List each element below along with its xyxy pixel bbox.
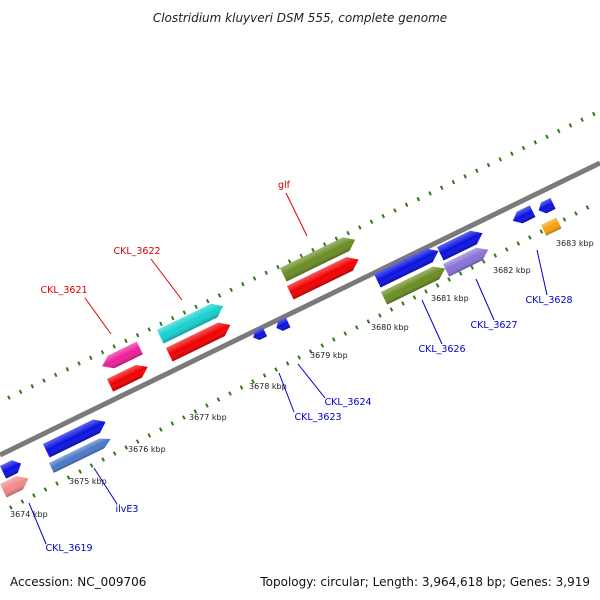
outer-tick-track <box>7 110 599 400</box>
feature-blue[interactable] <box>437 226 486 261</box>
feature-blue[interactable] <box>251 327 268 342</box>
gene-label[interactable]: glf <box>278 180 291 191</box>
gene-label[interactable]: CKL_3624 <box>324 397 371 408</box>
tick-label: 3681 kbp <box>431 294 469 303</box>
label-leader-line <box>28 502 47 545</box>
feature-lavender[interactable] <box>443 243 491 277</box>
label-leader-line <box>93 467 118 505</box>
feature-salmon[interactable] <box>0 472 32 498</box>
inner-tick-track <box>9 200 599 510</box>
tick-label: 3676 kbp <box>128 445 166 454</box>
gene-label[interactable]: CKL_3628 <box>525 295 572 306</box>
feature-magenta[interactable] <box>99 341 143 373</box>
tick-label: 3678 kbp <box>249 382 287 391</box>
gene-label[interactable]: CKL_3627 <box>470 320 517 331</box>
label-leader-line <box>278 372 295 413</box>
tick-labels: 3674 kbp 3675 kbp 3676 kbp 3677 kbp 3678 kbp… <box>10 239 594 519</box>
gene-label[interactable]: CKL_3621 <box>40 285 87 296</box>
label-leader-line <box>475 278 495 321</box>
gene-label[interactable]: CKL_3619 <box>45 543 92 554</box>
tick-label: 3677 kbp <box>189 413 227 422</box>
accession-text: Accession: NC_009706 <box>10 575 146 589</box>
tick-label: 3675 kbp <box>69 477 107 486</box>
gene-label[interactable]: ilvE3 <box>116 504 139 515</box>
feature-blue[interactable] <box>536 197 556 216</box>
gene-label[interactable]: CKL_3622 <box>113 246 160 257</box>
feature-olive[interactable] <box>280 233 358 282</box>
map-title: Clostridium kluyveri DSM 555, complete g… <box>153 11 447 25</box>
tick-label: 3674 kbp <box>10 510 48 519</box>
label-leader-line <box>297 363 326 399</box>
label-leader-line <box>285 192 308 237</box>
feature-blue[interactable] <box>0 457 24 479</box>
genome-summary-text: Topology: circular; Length: 3,964,618 bp… <box>259 575 590 589</box>
label-leader-line <box>421 299 443 345</box>
feature-steelblue[interactable] <box>49 434 113 473</box>
label-leader-line <box>536 249 548 296</box>
tick-label: 3680 kbp <box>371 323 409 332</box>
genome-backbone <box>0 160 600 458</box>
tick-label: 3679 kbp <box>310 351 348 360</box>
tick-label: 3682 kbp <box>493 266 531 275</box>
feature-blue[interactable] <box>510 205 536 226</box>
gene-label[interactable]: CKL_3623 <box>294 412 341 423</box>
gene-labels: glf CKL_3622 CKL_3621 CKL_3628 CKL_3627 CKL_3… <box>28 180 573 554</box>
gene-features <box>0 197 562 498</box>
feature-red[interactable] <box>287 253 362 300</box>
tick-label: 3683 kbp <box>556 239 594 248</box>
gene-label[interactable]: CKL_3626 <box>418 344 465 355</box>
feature-blue[interactable] <box>43 415 109 458</box>
label-leader-line <box>150 258 183 301</box>
feature-blue[interactable] <box>374 244 442 288</box>
feature-cyan[interactable] <box>157 299 227 344</box>
feature-olive[interactable] <box>381 262 448 305</box>
label-leader-line <box>84 297 112 335</box>
feature-orange[interactable] <box>541 217 562 236</box>
feature-blue[interactable] <box>274 317 291 333</box>
feature-red[interactable] <box>166 318 234 362</box>
feature-red[interactable] <box>107 361 151 392</box>
